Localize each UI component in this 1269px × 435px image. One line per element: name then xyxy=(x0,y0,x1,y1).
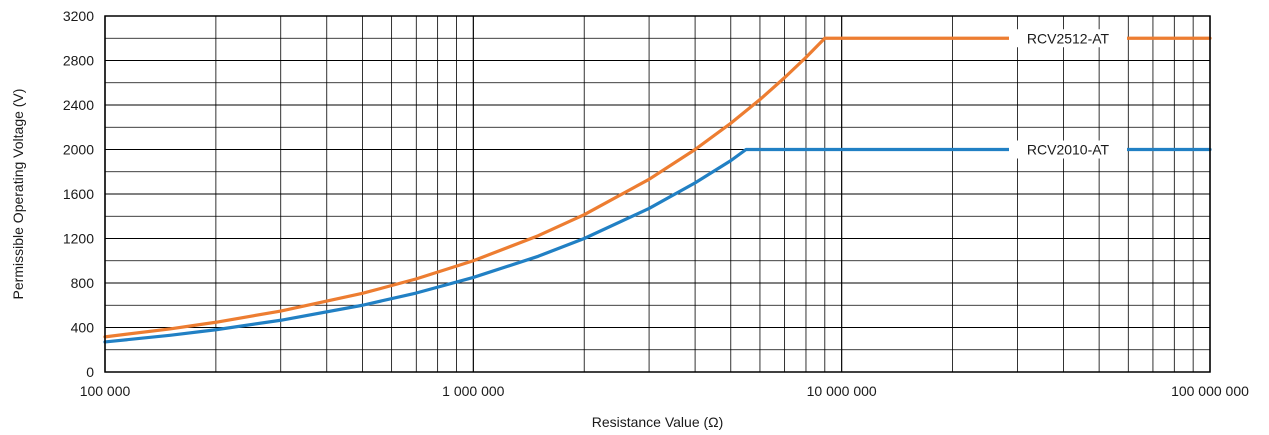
y-tick-label: 2400 xyxy=(63,97,94,113)
series-annotations: RCV2512-AT RCV2010-AT xyxy=(1009,29,1127,159)
y-tick-labels: 0 400 800 1200 1600 2000 2400 2800 3200 xyxy=(63,8,94,380)
x-tick-label: 100 000 000 xyxy=(1171,383,1249,399)
y-tick-label: 1600 xyxy=(63,186,94,202)
y-tick-label: 2800 xyxy=(63,53,94,69)
y-tick-label: 800 xyxy=(71,275,95,291)
y-tick-label: 3200 xyxy=(63,8,94,24)
annotation-background-rcv2512-at xyxy=(1009,29,1127,48)
series-line-rcv2512-at xyxy=(103,36,1212,339)
grid-major-lines xyxy=(104,16,1211,372)
series-line-rcv2010-at xyxy=(103,147,1212,344)
plot-frame xyxy=(104,15,1211,373)
y-tick-label: 2000 xyxy=(63,142,94,158)
y-axis-title: Permissible Operating Voltage (V) xyxy=(10,89,26,300)
series-label-rcv2512-at: RCV2512-AT xyxy=(1027,30,1110,46)
x-tick-label: 100 000 xyxy=(80,383,131,399)
annotation-background-rcv2010-at xyxy=(1009,140,1127,159)
y-tick-label: 0 xyxy=(86,364,94,380)
x-tick-label: 1 000 000 xyxy=(442,383,504,399)
y-tick-label: 400 xyxy=(71,320,95,336)
series-label-rcv2010-at: RCV2010-AT xyxy=(1027,142,1110,158)
x-axis-title: Resistance Value (Ω) xyxy=(592,414,724,430)
y-tick-label: 1200 xyxy=(63,231,94,247)
x-tick-label: 10 000 000 xyxy=(807,383,877,399)
series-layer xyxy=(103,36,1212,344)
x-tick-labels: 100 000 1 000 000 10 000 000 100 000 000 xyxy=(80,383,1249,399)
